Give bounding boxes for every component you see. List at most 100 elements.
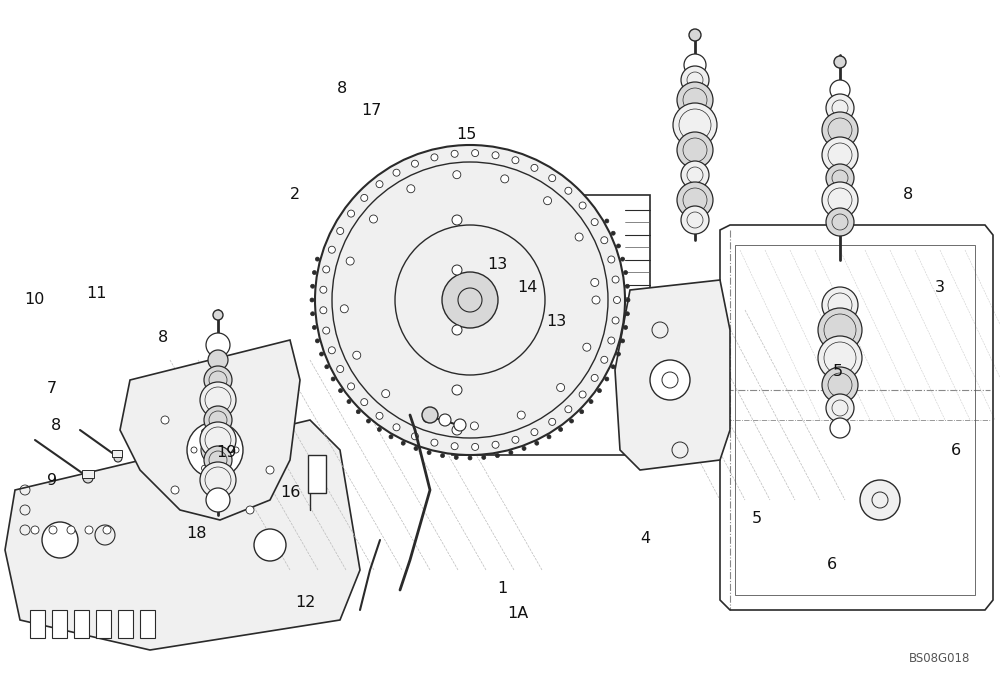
Circle shape [161,416,169,424]
Circle shape [822,367,858,403]
Circle shape [348,383,355,390]
Circle shape [325,365,329,369]
Circle shape [468,456,472,460]
Circle shape [580,410,584,413]
Text: 3: 3 [935,280,945,295]
Circle shape [591,374,598,381]
Circle shape [453,171,461,179]
Circle shape [348,210,355,217]
Text: 11: 11 [87,286,107,301]
Polygon shape [615,280,730,470]
Circle shape [246,506,254,514]
Circle shape [356,410,360,413]
Circle shape [423,414,431,422]
Circle shape [549,418,556,425]
Circle shape [451,442,458,450]
Text: 8: 8 [903,187,913,202]
Circle shape [320,286,327,293]
Circle shape [624,270,628,275]
Circle shape [605,219,609,223]
Text: 12: 12 [295,595,315,610]
Circle shape [608,256,615,263]
Circle shape [818,308,862,352]
Circle shape [677,182,713,218]
Circle shape [414,447,418,451]
Circle shape [605,377,609,381]
Circle shape [559,427,563,431]
Text: 5: 5 [752,511,762,526]
Text: 6: 6 [827,557,837,572]
Circle shape [512,157,519,164]
Circle shape [492,152,499,159]
Circle shape [452,265,462,275]
Circle shape [401,441,405,445]
Circle shape [31,526,39,534]
Circle shape [826,208,854,236]
Circle shape [624,325,628,330]
Circle shape [589,400,593,404]
Circle shape [591,279,599,286]
Bar [112,450,122,457]
Circle shape [601,356,608,363]
Circle shape [311,312,315,316]
Bar [74,610,89,638]
Circle shape [611,365,615,369]
Circle shape [411,433,418,440]
Circle shape [544,197,552,205]
Circle shape [204,366,232,394]
Circle shape [575,233,583,241]
Circle shape [340,305,348,313]
Circle shape [454,419,466,431]
Circle shape [822,182,858,218]
Circle shape [591,219,598,226]
Circle shape [411,160,418,167]
Circle shape [677,132,713,168]
Circle shape [616,244,620,248]
Circle shape [376,412,383,420]
Circle shape [377,427,381,431]
Circle shape [311,284,315,288]
Circle shape [206,333,230,357]
Circle shape [579,391,586,398]
Circle shape [621,339,625,343]
Circle shape [191,447,197,453]
Circle shape [611,231,615,235]
Text: 13: 13 [546,314,566,330]
Circle shape [202,429,208,435]
Circle shape [187,422,243,478]
Circle shape [85,526,93,534]
Text: 7: 7 [47,381,57,396]
Text: 15: 15 [456,127,476,142]
Circle shape [320,352,324,356]
Circle shape [681,66,709,94]
Circle shape [222,465,228,471]
Circle shape [472,149,479,157]
Circle shape [822,112,858,148]
Circle shape [353,352,361,359]
Circle shape [103,526,111,534]
Circle shape [601,237,608,244]
Circle shape [673,103,717,147]
Bar [52,610,67,638]
Circle shape [452,385,462,395]
Circle shape [570,419,574,423]
Circle shape [315,257,319,261]
Circle shape [315,145,625,455]
Circle shape [826,394,854,422]
Text: 2: 2 [290,186,300,202]
Circle shape [614,297,620,303]
Text: 8: 8 [158,330,168,345]
Circle shape [470,422,478,430]
Circle shape [834,56,846,68]
Circle shape [451,150,458,158]
Circle shape [517,411,525,419]
Circle shape [822,137,858,173]
Circle shape [200,422,236,458]
Circle shape [114,454,122,462]
Circle shape [592,296,600,304]
Circle shape [204,406,232,434]
Circle shape [612,317,619,324]
Circle shape [625,312,629,316]
Circle shape [452,325,462,335]
Circle shape [442,272,498,328]
